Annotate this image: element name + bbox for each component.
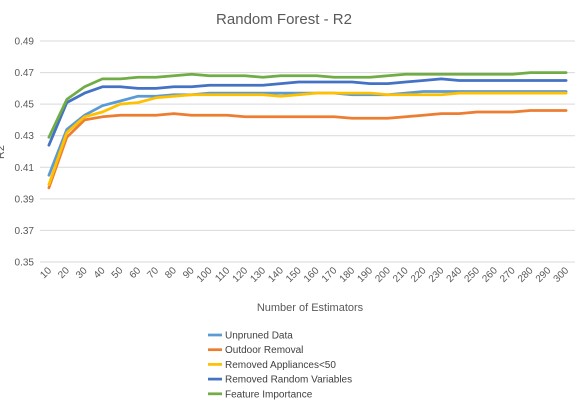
legend-entry: Unpruned Data bbox=[225, 331, 293, 342]
x-tick-label: 90 bbox=[181, 265, 197, 281]
x-tick-label: 260 bbox=[480, 265, 500, 285]
legend: Unpruned Data Outdoor Removal Removed Appl… bbox=[208, 331, 352, 400]
y-tick-label: 0.35 bbox=[15, 258, 35, 269]
x-tick-label: 20 bbox=[56, 265, 72, 281]
x-tick-labels: 10 20 30 40 50 60 70 80 901001101201301401501601… bbox=[38, 265, 571, 285]
x-tick-label: 230 bbox=[427, 265, 447, 285]
x-tick-label: 170 bbox=[320, 265, 340, 285]
x-tick-label: 200 bbox=[373, 265, 393, 285]
series-line-1 bbox=[47, 109, 568, 190]
y-tick-label: 0.47 bbox=[15, 68, 35, 79]
x-tick-label: 160 bbox=[302, 265, 322, 285]
series-line-4 bbox=[47, 71, 568, 139]
legend-entry: Outdoor Removal bbox=[225, 345, 303, 356]
x-tick-label: 190 bbox=[355, 265, 375, 285]
chart-title: Random Forest - R2 bbox=[216, 11, 352, 28]
x-tick-label: 240 bbox=[445, 265, 465, 285]
x-tick-label: 40 bbox=[92, 265, 108, 281]
x-tick-label: 270 bbox=[498, 265, 518, 285]
legend-entry: Removed Appliances<50 bbox=[225, 360, 336, 371]
x-tick-label: 150 bbox=[284, 265, 304, 285]
y-tick-label: 0.45 bbox=[15, 100, 35, 111]
x-tick-label: 50 bbox=[110, 265, 126, 281]
x-tick-label: 300 bbox=[552, 265, 572, 285]
x-tick-label: 290 bbox=[534, 265, 554, 285]
x-tick-label: 30 bbox=[74, 265, 90, 281]
x-tick-label: 250 bbox=[462, 265, 482, 285]
x-axis-label: Number of Estimators bbox=[257, 302, 364, 314]
x-tick-label: 220 bbox=[409, 265, 429, 285]
y-tick-label: 0.49 bbox=[15, 37, 35, 48]
x-tick-label: 10 bbox=[38, 265, 54, 281]
y-tick-label: 0.37 bbox=[15, 226, 35, 237]
legend-entry: Feature Importance bbox=[225, 389, 313, 400]
y-tick-label: 0.39 bbox=[15, 194, 35, 205]
series-line-2 bbox=[47, 91, 568, 186]
legend-entry: Removed Random Variables bbox=[225, 375, 352, 386]
x-tick-label: 210 bbox=[391, 265, 411, 285]
y-tick-label: 0.43 bbox=[15, 131, 35, 142]
series-lines bbox=[47, 71, 568, 190]
x-tick-label: 140 bbox=[266, 265, 286, 285]
x-tick-label: 110 bbox=[213, 265, 232, 284]
x-tick-label: 280 bbox=[516, 265, 536, 285]
x-tick-label: 120 bbox=[231, 265, 251, 285]
x-tick-label: 60 bbox=[128, 265, 144, 281]
x-tick-label: 70 bbox=[145, 265, 161, 281]
x-tick-label: 130 bbox=[248, 265, 268, 285]
y-tick-label: 0.41 bbox=[15, 163, 35, 174]
y-tick-labels: 0.35 0.37 0.39 0.41 0.43 0.45 0.47 0.49 bbox=[15, 37, 35, 269]
x-tick-label: 180 bbox=[338, 265, 358, 285]
y-axis-label: R2 bbox=[0, 145, 7, 159]
x-tick-label: 100 bbox=[195, 265, 215, 285]
x-tick-label: 80 bbox=[163, 265, 179, 281]
series-line-3 bbox=[47, 77, 568, 147]
